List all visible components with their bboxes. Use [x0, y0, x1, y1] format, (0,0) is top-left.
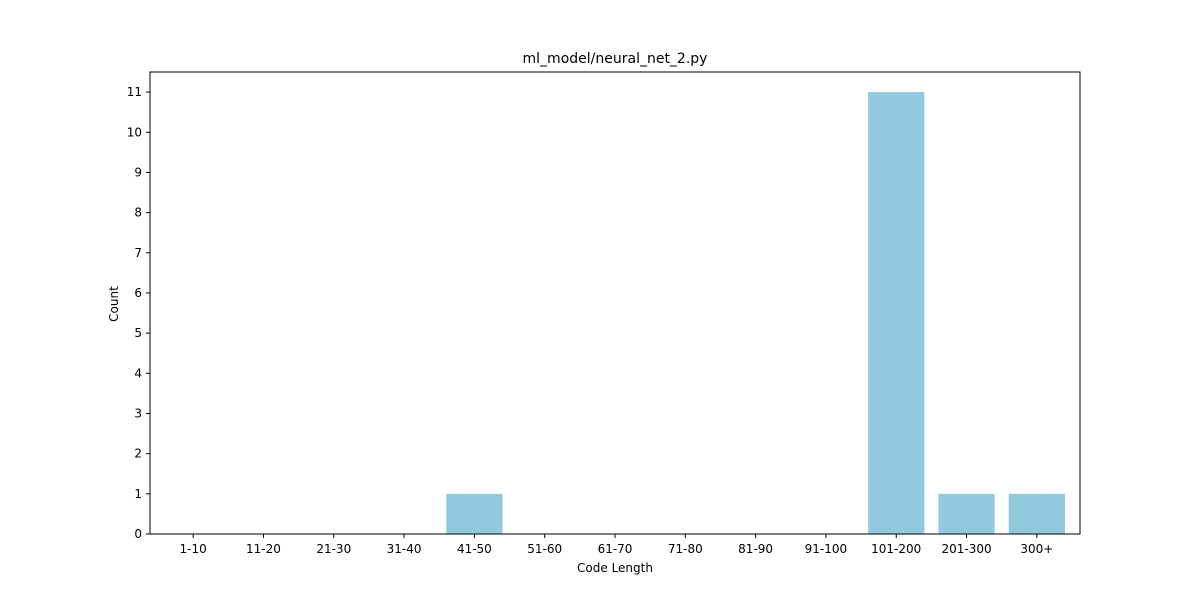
- x-axis: 1-10 11-20 21-30 31-40 41-50 51-60 61-70 71-80 8…: [180, 534, 1053, 556]
- x-tick-label: 81-90: [738, 542, 773, 556]
- y-tick-label: 6: [134, 286, 142, 300]
- bars-layer: [446, 92, 1065, 534]
- y-tick-label: 5: [134, 326, 142, 340]
- x-tick-label: 101-200: [871, 542, 921, 556]
- y-tick-label: 9: [134, 165, 142, 179]
- bar-41-50: [446, 493, 503, 534]
- bar-300+: [1008, 493, 1065, 534]
- y-tick-label: 11: [127, 85, 142, 99]
- x-tick-label: 21-30: [316, 542, 351, 556]
- x-tick-label: 31-40: [387, 542, 422, 556]
- x-tick-label: 300+: [1020, 542, 1053, 556]
- y-tick-label: 10: [127, 125, 142, 139]
- x-tick-label: 201-300: [941, 542, 991, 556]
- x-tick-label: 91-100: [805, 542, 848, 556]
- chart-title: ml_model/neural_net_2.py: [523, 51, 708, 67]
- x-tick-label: 51-60: [527, 542, 562, 556]
- x-tick-label: 61-70: [598, 542, 633, 556]
- y-tick-label: 7: [134, 246, 142, 260]
- y-axis-title: Count: [107, 286, 121, 322]
- x-tick-label: 1-10: [180, 542, 207, 556]
- y-tick-label: 3: [134, 406, 142, 420]
- x-axis-title: Code Length: [577, 561, 653, 575]
- x-tick-label: 41-50: [457, 542, 492, 556]
- y-tick-label: 1: [134, 487, 142, 501]
- y-tick-label: 4: [134, 366, 142, 380]
- x-tick-label: 71-80: [668, 542, 703, 556]
- y-tick-label: 0: [134, 527, 142, 541]
- y-tick-label: 2: [134, 447, 142, 461]
- plot-frame: [149, 71, 1081, 535]
- y-tick-label: 8: [134, 206, 142, 220]
- x-tick-label: 11-20: [246, 542, 281, 556]
- bar-201-300: [938, 493, 995, 534]
- bar-101-200: [868, 92, 925, 534]
- y-axis: 0 1 2 3 4 5 6 7 8 9 10 11: [127, 85, 150, 541]
